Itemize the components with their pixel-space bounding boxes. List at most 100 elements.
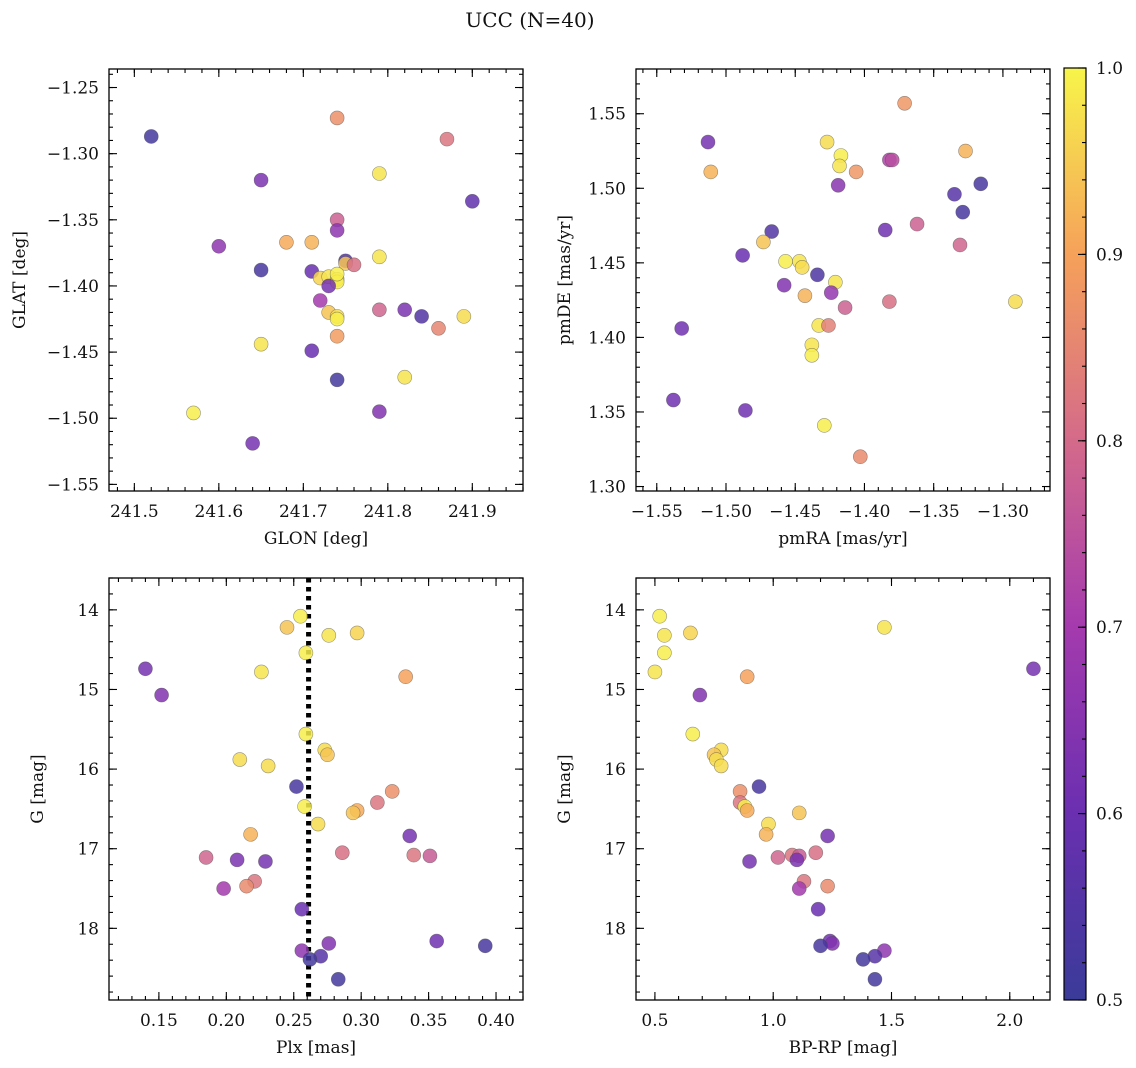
x-tick-label: 0.30 — [342, 1011, 380, 1031]
data-point — [738, 403, 753, 418]
data-point — [739, 669, 755, 685]
data-point — [329, 110, 345, 126]
data-point — [431, 320, 446, 336]
data-point — [804, 348, 820, 363]
data-point — [402, 828, 418, 844]
x-tick-label: −1.30 — [977, 502, 1029, 522]
panel-3: 0.15 0.20 0.25 0.30 0.35 0.40 14 15 16 17 18 Plx [m… — [28, 577, 524, 1058]
data-point — [909, 216, 925, 232]
data-point — [253, 262, 269, 278]
colorbar: 0.5 0.6 0.7 0.8 0.9 1.0 — [1063, 59, 1123, 1011]
y-tick-label: 1.30 — [588, 478, 626, 498]
data-point — [154, 687, 169, 703]
data-point — [764, 224, 779, 239]
axes-frame — [108, 577, 524, 1001]
data-point — [229, 852, 245, 868]
data-point — [329, 311, 345, 327]
data-point — [791, 881, 807, 896]
y-tick-label: 16 — [604, 760, 626, 780]
y-tick-label: 17 — [604, 840, 626, 860]
data-point — [398, 669, 413, 685]
data-point — [1008, 294, 1023, 309]
data-point — [825, 936, 840, 951]
data-point — [465, 193, 480, 209]
data-point — [370, 795, 385, 810]
data-point — [820, 828, 835, 844]
data-point — [321, 936, 337, 951]
x-tick-label: 0.40 — [477, 1011, 515, 1031]
data-point — [657, 628, 672, 643]
y-tick-label: −1.40 — [47, 277, 99, 297]
data-point — [429, 933, 444, 949]
data-point — [692, 687, 708, 703]
panel-4: 0.5 1.0 1.5 2.0 14 15 16 17 18 BP-RP [mag] G [mag] — [555, 577, 1051, 1058]
data-point — [778, 254, 793, 269]
data-point — [254, 664, 269, 680]
y-tick-label: 1.40 — [588, 328, 626, 348]
x-tick-label: 241.8 — [363, 502, 412, 522]
data-point — [808, 845, 824, 860]
data-point — [952, 237, 968, 253]
data-point — [253, 336, 269, 352]
data-point — [810, 901, 826, 917]
y-tick-label: 17 — [77, 840, 99, 860]
axes-frame — [635, 68, 1051, 492]
data-point — [877, 222, 893, 238]
x-tick-label: 241.6 — [195, 502, 244, 522]
x-axis-label: Plx [mas] — [276, 1038, 356, 1058]
colorbar-tick-label: 0.7 — [1096, 618, 1123, 638]
x-tick-label: 241.9 — [448, 502, 497, 522]
data-point — [289, 779, 304, 794]
data-point — [674, 321, 689, 336]
y-tick-label: −1.45 — [47, 343, 99, 363]
axes-frame — [635, 577, 1051, 1001]
data-point — [973, 176, 989, 192]
data-point — [321, 278, 336, 294]
data-point — [685, 726, 701, 742]
x-tick-label: 241.7 — [279, 502, 328, 522]
x-axis-label: GLON [deg] — [264, 529, 368, 549]
data-point — [260, 758, 276, 774]
data-point — [321, 628, 337, 643]
y-tick-label: 15 — [604, 680, 626, 700]
data-point — [776, 277, 792, 293]
scatter-points — [138, 578, 493, 1000]
colorbar-tick-label: 0.6 — [1096, 805, 1123, 825]
data-point — [477, 938, 493, 954]
data-point — [329, 266, 345, 282]
x-axis-label: BP-RP [mag] — [789, 1038, 898, 1058]
y-tick-label: −1.35 — [47, 211, 99, 231]
data-point — [239, 878, 254, 894]
data-point — [867, 971, 883, 987]
x-tick-label: 241.5 — [110, 502, 159, 522]
data-point — [372, 404, 387, 419]
data-point — [334, 845, 350, 860]
data-point — [832, 158, 847, 174]
y-axis-label: G [mag] — [28, 754, 48, 823]
y-tick-label: 1.45 — [588, 254, 626, 274]
y-tick-label: 15 — [77, 680, 99, 700]
data-point — [647, 664, 663, 680]
data-point — [789, 852, 805, 868]
data-point — [751, 779, 767, 794]
data-point — [813, 938, 828, 954]
data-point — [243, 827, 258, 842]
data-point — [329, 372, 345, 388]
data-point — [186, 405, 201, 421]
data-point — [245, 436, 260, 451]
data-point — [304, 234, 320, 250]
axes-frame — [108, 68, 524, 492]
data-point — [232, 752, 248, 767]
data-point — [703, 164, 719, 180]
data-point — [372, 249, 387, 265]
x-tick-label: −1.45 — [769, 502, 821, 522]
data-point — [897, 95, 912, 111]
y-tick-label: 1.55 — [588, 105, 626, 125]
data-point — [837, 300, 853, 315]
colorbar-tick-label: 1.0 — [1096, 59, 1123, 79]
data-point — [791, 805, 807, 821]
data-point — [397, 369, 413, 385]
data-point — [302, 952, 318, 967]
data-point — [384, 784, 400, 799]
scatter-points — [666, 95, 1023, 465]
